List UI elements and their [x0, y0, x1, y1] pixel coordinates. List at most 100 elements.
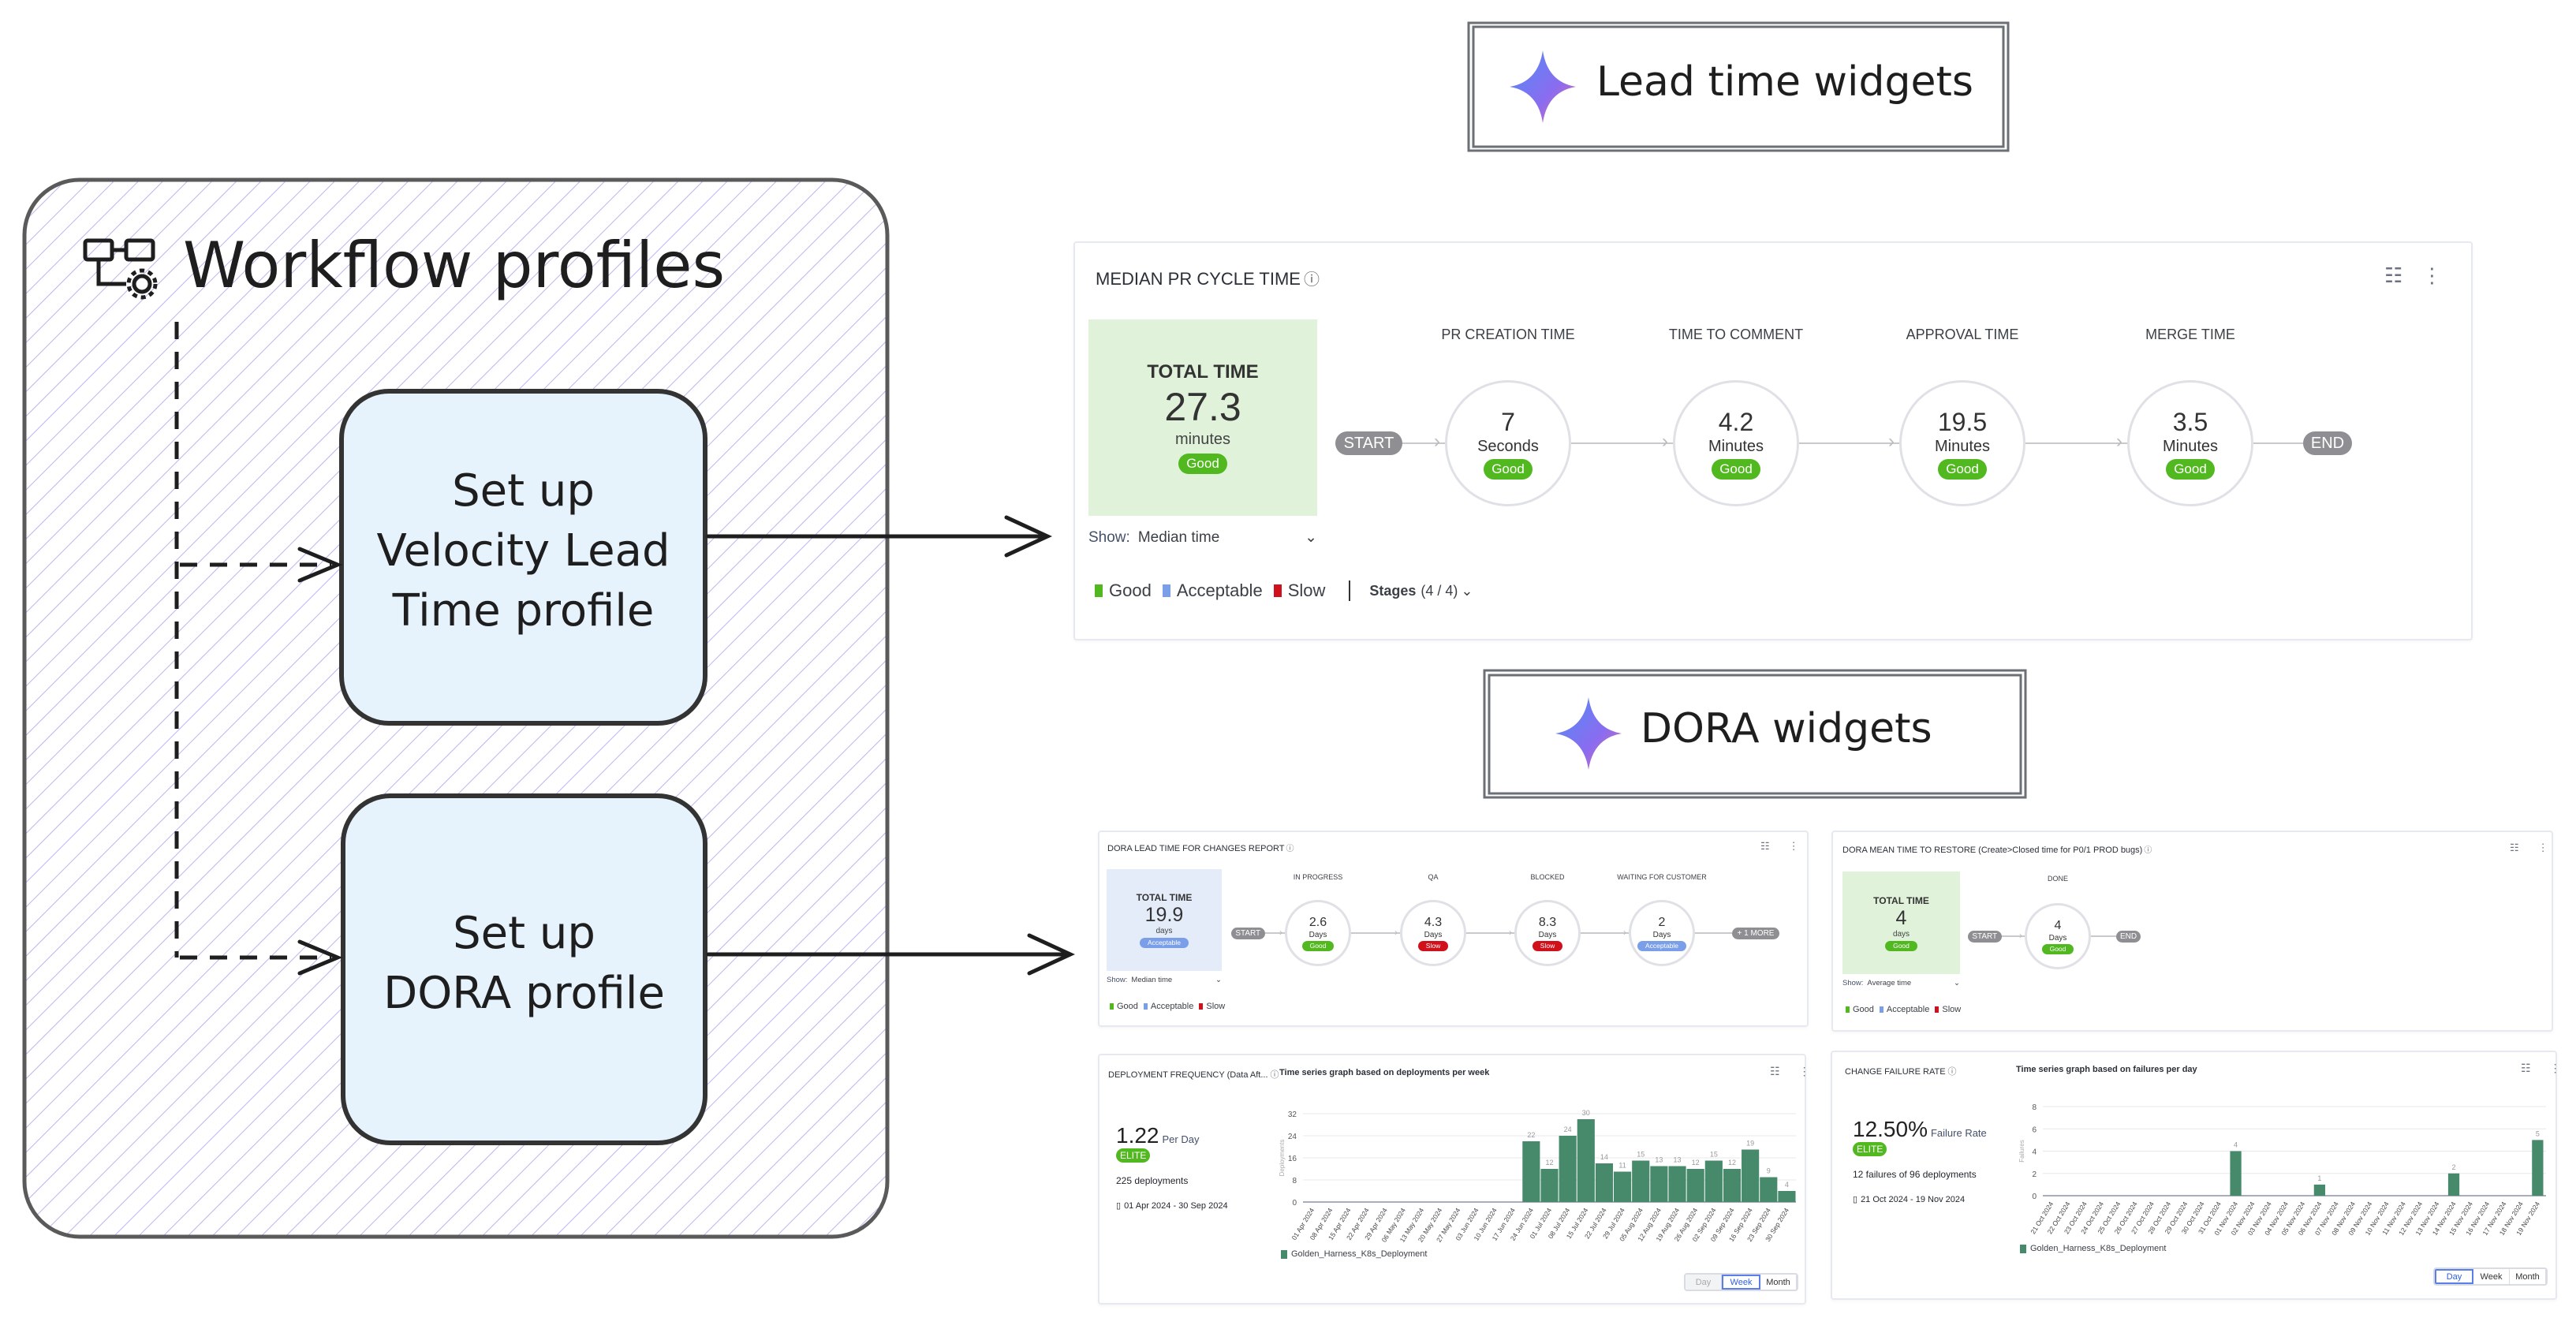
stage-label: QA: [1428, 873, 1439, 881]
stage-label: MERGE TIME: [2145, 327, 2235, 342]
legend-item: Slow: [1206, 1002, 1226, 1011]
arrow-icon: ›: [1279, 927, 1282, 938]
legend-swatch: [1879, 1006, 1883, 1013]
median-pr-cycle-time-widget: MEDIAN PR CYCLE TIME ⓘ ☷ ⋮ TOTAL TIME 27.3 min…: [1073, 241, 2473, 640]
stage-label: IN PROGRESS: [1293, 873, 1343, 881]
metric-number: 12.50%: [1853, 1117, 1928, 1141]
chart-subtitle: Time series graph based on failures per …: [2016, 1065, 2197, 1074]
date-range: ▯ 21 Oct 2024 - 19 Nov 2024: [1853, 1194, 1965, 1204]
granularity-week[interactable]: Week: [1722, 1275, 1760, 1290]
stages-filter[interactable]: Stages (4 / 4) ⌄: [1369, 583, 1473, 599]
y-tick-label: 16: [1288, 1155, 1297, 1163]
workflow-profiles-title: Workflow profiles: [183, 229, 726, 302]
bar: [1778, 1191, 1796, 1202]
more-stages-button[interactable]: + 1 MORE: [1732, 927, 1779, 939]
bar: [2532, 1140, 2544, 1196]
stage-circle[interactable]: 7 Seconds Good: [1445, 380, 1571, 506]
filter-settings-icon[interactable]: ☷: [1770, 1065, 1780, 1077]
stage-badge: Acceptable: [1637, 940, 1687, 951]
calendar-icon: ▯: [1853, 1195, 1858, 1204]
velocity-profile-box[interactable]: [339, 389, 707, 726]
bar: [1723, 1169, 1742, 1202]
filter-settings-icon[interactable]: ☷: [2510, 842, 2519, 853]
granularity-month[interactable]: Month: [2510, 1269, 2546, 1284]
widget-title: DEPLOYMENT FREQUENCY (Data Aft... ⓘ: [1108, 1070, 1279, 1080]
info-icon[interactable]: ⓘ: [1303, 271, 1320, 289]
stage-circle[interactable]: 3.5 Minutes Good: [2127, 380, 2253, 506]
legend-swatch: [1143, 1003, 1148, 1010]
bar: [1614, 1171, 1632, 1202]
granularity-day[interactable]: Day: [1686, 1275, 1722, 1290]
metric-value: 12.50% Failure Rate: [1853, 1117, 1987, 1142]
stage-badge: Slow: [1417, 940, 1449, 951]
end-node: END: [2116, 930, 2141, 943]
chevron-down-icon: ⌄: [1215, 976, 1222, 984]
metric-number: 1.22: [1116, 1123, 1159, 1148]
filter-settings-icon[interactable]: ☷: [1760, 840, 1770, 852]
dora-profile-label[interactable]: Set up DORA profile: [383, 908, 665, 1019]
more-options-icon[interactable]: ⋮: [2421, 263, 2443, 287]
widget-actions: ☷ ⋮: [1760, 840, 1799, 853]
y-tick-label: 0: [1292, 1199, 1297, 1208]
stage-label: WAITING FOR CUSTOMER: [1617, 873, 1707, 881]
legend-swatch: [1199, 1003, 1204, 1010]
info-icon[interactable]: ⓘ: [1270, 1070, 1279, 1080]
flow-line: [1231, 932, 1732, 934]
bar-value-label: 30: [1582, 1109, 1590, 1117]
granularity-month[interactable]: Month: [1760, 1275, 1797, 1290]
filter-settings-icon[interactable]: ☷: [2384, 263, 2403, 287]
granularity-toggle[interactable]: Day Week Month: [1684, 1273, 1798, 1291]
stage-badge: Good: [2166, 458, 2215, 480]
stage-label: DONE: [2047, 875, 2069, 883]
more-options-icon[interactable]: ⋮: [2537, 842, 2548, 853]
granularity-toggle[interactable]: Day Week Month: [2433, 1267, 2548, 1286]
stage-circle[interactable]: 8.3 Days Slow: [1514, 900, 1581, 966]
total-time-unit: minutes: [1174, 431, 1231, 448]
more-options-icon[interactable]: ⋮: [2549, 1062, 2561, 1074]
stage-value: 2: [1658, 916, 1666, 930]
legend-item: Golden_Harness_K8s_Deployment: [1291, 1249, 1428, 1259]
stage-circle[interactable]: 2 Days Acceptable: [1629, 900, 1695, 966]
stage-circle[interactable]: 4.2 Minutes Good: [1673, 380, 1799, 506]
total-time-label: TOTAL TIME: [1147, 361, 1259, 383]
show-dropdown[interactable]: Show: Average time ⌄: [1842, 979, 1960, 987]
stage-circle[interactable]: 4 Days Good: [2025, 903, 2091, 969]
bar-value-label: 12: [1692, 1159, 1700, 1167]
legend-swatch: [2020, 1244, 2026, 1253]
bar-value-label: 2: [2452, 1163, 2456, 1171]
lead-time-label-frame: [1467, 21, 2027, 799]
info-icon[interactable]: ⓘ: [1286, 845, 1294, 853]
stage-circle[interactable]: 4.3 Days Slow: [1400, 900, 1466, 966]
more-options-icon[interactable]: ⋮: [1788, 840, 1799, 852]
stage-badge: Good: [1484, 458, 1533, 480]
dora-lead-time-widget: DORA LEAD TIME FOR CHANGES REPORT ⓘ ☷ ⋮ TOTA…: [1098, 831, 1809, 1027]
bar-value-label: 4: [2234, 1141, 2238, 1149]
info-icon[interactable]: ⓘ: [2144, 846, 2152, 855]
show-dropdown[interactable]: Show: Median time ⌄: [1107, 976, 1222, 984]
total-time-label: TOTAL TIME: [1873, 894, 1929, 906]
filter-settings-icon[interactable]: ☷: [2521, 1062, 2531, 1074]
y-axis-label: Deployments: [1279, 1140, 1286, 1177]
granularity-week[interactable]: Week: [2473, 1269, 2510, 1284]
arrowheads: [297, 515, 1075, 976]
bar-value-label: 15: [1637, 1151, 1645, 1159]
stages-filter-label: Stages: [1369, 582, 1417, 599]
dora-mttr-widget: DORA MEAN TIME TO RESTORE (Create>Closed…: [1831, 831, 2553, 1032]
total-time-value: 19.9: [1144, 904, 1184, 926]
dora-profile-box[interactable]: [341, 793, 707, 1145]
bar-value-label: 11: [1618, 1162, 1626, 1170]
show-dropdown[interactable]: Show: Median time ⌄: [1088, 528, 1317, 547]
more-options-icon[interactable]: ⋮: [1798, 1065, 1810, 1077]
stage-circle[interactable]: 2.6 Days Good: [1285, 900, 1351, 966]
legend-item: Golden_Harness_K8s_Deployment: [2030, 1244, 2167, 1253]
show-label: Show:: [1107, 976, 1128, 984]
velocity-profile-label[interactable]: Set up Velocity Lead Time profile: [376, 465, 670, 637]
granularity-day[interactable]: Day: [2435, 1269, 2473, 1284]
stage-circle[interactable]: 19.5 Minutes Good: [1899, 380, 2025, 506]
bar: [2313, 1184, 2326, 1196]
info-icon[interactable]: ⓘ: [1947, 1067, 1957, 1077]
legend-item: Acceptable: [1176, 581, 1263, 600]
bar-value-label: 1: [2317, 1174, 2321, 1182]
bar: [1760, 1177, 1778, 1202]
